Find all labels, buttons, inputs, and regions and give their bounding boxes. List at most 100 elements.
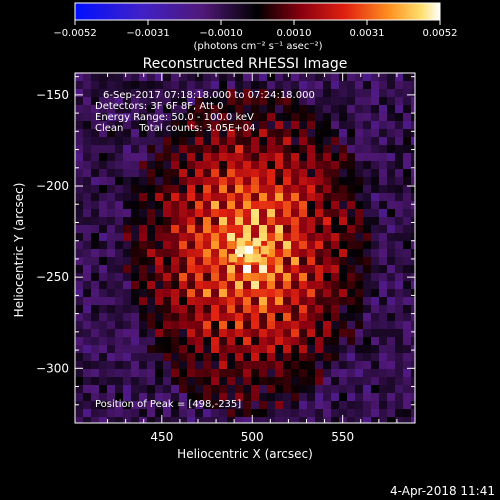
heatmap-cell [315, 273, 324, 282]
heatmap-cell [75, 289, 84, 298]
heatmap-cell [211, 353, 220, 362]
heatmap-cell [195, 417, 204, 423]
heatmap-cell [171, 201, 180, 210]
heatmap-cell [259, 145, 268, 154]
heatmap-cell [123, 153, 132, 162]
heatmap-cell [75, 369, 84, 378]
heatmap-cell [99, 209, 108, 218]
heatmap-cell [379, 225, 388, 234]
y-axis-label: Heliocentric Y (arcsec) [12, 183, 26, 318]
heatmap-cell [299, 361, 308, 370]
heatmap-cell [323, 81, 332, 90]
heatmap-cell [243, 73, 252, 82]
heatmap-cell [91, 201, 100, 210]
heatmap-cell [123, 137, 132, 146]
heatmap-cell [235, 281, 244, 290]
heatmap-cell [347, 249, 356, 258]
heatmap-cell [171, 177, 180, 186]
heatmap-cell [107, 129, 116, 138]
heatmap-cell [403, 409, 412, 418]
heatmap-cell [339, 177, 348, 186]
heatmap-cell [147, 345, 156, 354]
heatmap-cell [395, 121, 404, 130]
heatmap-cell [123, 281, 132, 290]
heatmap-cell [411, 265, 415, 274]
heatmap-cell [171, 385, 180, 394]
heatmap-cell [339, 329, 348, 338]
heatmap-cell [227, 281, 236, 290]
heatmap-cell [283, 209, 292, 218]
heatmap-cell [291, 417, 300, 423]
heatmap-cell [363, 161, 372, 170]
heatmap-cell [259, 337, 268, 346]
heatmap-cell [139, 361, 148, 370]
heatmap-cell [315, 337, 324, 346]
heatmap-cell [75, 393, 84, 402]
heatmap-cell [267, 233, 276, 242]
heatmap-cell [355, 233, 364, 242]
heatmap-cell [147, 97, 156, 106]
heatmap-cell [403, 281, 412, 290]
heatmap-cell [107, 385, 116, 394]
heatmap-cell [155, 217, 164, 226]
heatmap-cell [259, 209, 268, 218]
heatmap-cell [147, 73, 156, 82]
heatmap-cell [203, 89, 212, 98]
heatmap-cell [187, 321, 196, 330]
heatmap-cell [379, 257, 388, 266]
heatmap-cell [211, 377, 220, 386]
heatmap-cell [307, 425, 316, 434]
heatmap-cell [267, 417, 276, 423]
heatmap-cell [131, 321, 140, 330]
heatmap-cell [107, 249, 116, 258]
heatmap-cell [259, 377, 268, 386]
heatmap-cell [299, 289, 308, 298]
heatmap-cell [227, 73, 236, 82]
heatmap-cell [283, 361, 292, 370]
heatmap-cell [91, 185, 100, 194]
heatmap-cell [291, 169, 300, 178]
heatmap-cell [187, 201, 196, 210]
heatmap-cell [339, 273, 348, 282]
heatmap-cell [115, 145, 124, 154]
heatmap-cell [275, 177, 284, 186]
heatmap-cell [275, 425, 284, 434]
heatmap-cell [339, 97, 348, 106]
heatmap-cell [147, 297, 156, 306]
heatmap-cell [123, 361, 132, 370]
heatmap-cell [395, 409, 404, 418]
colorbar-gradient [74, 2, 441, 21]
heatmap-cell [267, 161, 276, 170]
heatmap-cell [291, 177, 300, 186]
heatmap-cell [107, 169, 116, 178]
heatmap-cell [83, 385, 92, 394]
heatmap-cell [99, 113, 108, 122]
heatmap-cell [403, 345, 412, 354]
heatmap-cell [139, 249, 148, 258]
heatmap-cell [379, 217, 388, 226]
heatmap-cell [411, 225, 415, 234]
heatmap-cell [227, 417, 236, 423]
heatmap-cell [235, 377, 244, 386]
heatmap-cell [163, 217, 172, 226]
heatmap-peak-cell [236, 245, 246, 255]
heatmap-cell [355, 145, 364, 154]
heatmap-cell [339, 305, 348, 314]
heatmap-cell [387, 361, 396, 370]
heatmap-cell [419, 97, 428, 106]
heatmap-cell [419, 305, 428, 314]
heatmap-cell [187, 97, 196, 106]
heatmap-cell [83, 225, 92, 234]
heatmap-cell [395, 377, 404, 386]
heatmap-cell [243, 177, 252, 186]
heatmap-cell [339, 73, 348, 82]
heatmap-peak-cell [236, 237, 246, 247]
heatmap-cell [267, 193, 276, 202]
heatmap-cell [323, 161, 332, 170]
heatmap-cell [91, 361, 100, 370]
heatmap-cell [203, 137, 212, 146]
heatmap-cell [411, 297, 415, 306]
heatmap-cell [91, 105, 100, 114]
heatmap-cell [339, 353, 348, 362]
heatmap-cell [275, 361, 284, 370]
